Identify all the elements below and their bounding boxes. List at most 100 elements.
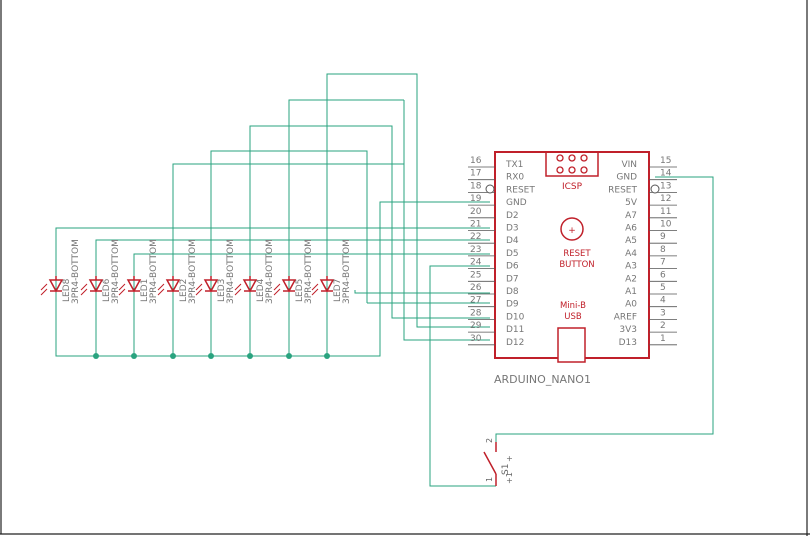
pin-number: 28 bbox=[470, 308, 482, 318]
pin-number: 14 bbox=[660, 169, 672, 179]
pin-label: RESET bbox=[608, 185, 637, 195]
pin-label: A1 bbox=[625, 287, 637, 297]
icsp-label: ICSP bbox=[562, 182, 583, 192]
junction-dot bbox=[286, 353, 292, 359]
usb-label-2: USB bbox=[564, 312, 582, 322]
pin-label: D12 bbox=[506, 338, 524, 348]
pin-number: 6 bbox=[660, 270, 666, 280]
junction-dot bbox=[170, 353, 176, 359]
led-led6[interactable]: LED6 3PR4-BOTTOM bbox=[80, 239, 121, 304]
led-emission-arrows-icon bbox=[195, 283, 203, 296]
pin-label: A7 bbox=[625, 211, 637, 221]
pin-number: 30 bbox=[470, 334, 482, 344]
usb-label-1: Mini-B bbox=[560, 301, 586, 311]
reset-button-label-2: BUTTON bbox=[559, 260, 594, 270]
switch-pin-plus1: +1 bbox=[505, 472, 514, 484]
pin-label: A0 bbox=[625, 300, 637, 310]
pin-number: 7 bbox=[660, 258, 666, 268]
switch-s1[interactable]: S1 2 1 + +1 bbox=[483, 438, 514, 486]
pin-label: AREF bbox=[614, 312, 637, 322]
pin-label: A5 bbox=[625, 236, 637, 246]
pin-number: 5 bbox=[660, 283, 666, 293]
reset-button-plus: + bbox=[568, 226, 576, 236]
pin-label: 3V3 bbox=[619, 325, 637, 335]
led-led2[interactable]: LED2 3PR4-BOTTOM bbox=[157, 239, 198, 304]
led-led8[interactable]: LED8 3PR4-BOTTOM bbox=[40, 239, 81, 304]
wire-d12 bbox=[172, 163, 490, 341]
wires bbox=[55, 73, 714, 487]
pin-label: D10 bbox=[506, 312, 525, 322]
reset-button-icon[interactable] bbox=[560, 217, 584, 241]
led-led1[interactable]: LED1 3PR4-BOTTOM bbox=[118, 239, 159, 304]
led-emission-arrows-icon bbox=[118, 283, 126, 296]
led-name: LED5 bbox=[295, 279, 305, 302]
led-name: LED8 bbox=[62, 278, 72, 302]
pin-number: 20 bbox=[470, 207, 482, 217]
pin-label: VIN bbox=[621, 160, 637, 170]
pin-label: D9 bbox=[506, 300, 519, 310]
pin-label: D8 bbox=[506, 287, 519, 297]
pin-number: 19 bbox=[470, 194, 482, 204]
pin-number: 29 bbox=[470, 321, 482, 331]
wire-d8 bbox=[326, 73, 490, 328]
junction-dot bbox=[247, 353, 253, 359]
led-led3[interactable]: LED3 3PR4-BOTTOM bbox=[195, 239, 236, 304]
pin-number: 18 bbox=[470, 181, 482, 191]
led-name: LED2 bbox=[179, 279, 189, 302]
led-led4[interactable]: LED4 3PR4-BOTTOM bbox=[234, 239, 275, 304]
pin-label: D2 bbox=[506, 211, 519, 221]
pin-number: 1 bbox=[660, 334, 666, 344]
pin-number: 11 bbox=[660, 207, 671, 217]
junction-dot bbox=[131, 353, 137, 359]
reset-pin-18-marker bbox=[485, 184, 495, 194]
pin-number: 9 bbox=[660, 232, 666, 242]
switch-pin-1: 1 bbox=[485, 477, 494, 482]
led-led7[interactable]: LED7 3PR4-BOTTOM bbox=[311, 239, 352, 304]
switch-name: S1 bbox=[501, 464, 511, 475]
wire-d10 bbox=[249, 125, 490, 319]
led-name: LED1 bbox=[140, 279, 150, 302]
wire-d3 bbox=[55, 227, 490, 290]
pin-label: TX1 bbox=[505, 160, 523, 170]
junction-dots bbox=[93, 353, 330, 359]
reset-button-label-1: RESET bbox=[563, 249, 591, 259]
switch-lever[interactable] bbox=[483, 451, 497, 475]
pin-number: 23 bbox=[470, 245, 481, 255]
usb-connector bbox=[557, 327, 586, 363]
pin-number: 10 bbox=[660, 220, 672, 230]
led-name: LED7 bbox=[333, 279, 343, 302]
led-package: 3PR4-BOTTOM bbox=[188, 239, 198, 304]
switch-pin-2: 2 bbox=[485, 438, 494, 443]
pin-number: 8 bbox=[660, 245, 666, 255]
junction-dot bbox=[93, 353, 99, 359]
wire-d4 bbox=[95, 239, 490, 290]
pin-label: D5 bbox=[506, 249, 519, 259]
arduino-name: ARDUINO_NANO1 bbox=[494, 373, 591, 386]
pin-label: D3 bbox=[506, 224, 519, 234]
pin-label: D13 bbox=[619, 338, 637, 348]
icsp-header bbox=[545, 151, 599, 177]
pin-number: 16 bbox=[470, 156, 482, 166]
led-name: LED4 bbox=[256, 278, 266, 302]
wire-gnd-switch bbox=[495, 176, 714, 452]
led-package: 3PR4-BOTTOM bbox=[265, 239, 275, 304]
pin-number: 15 bbox=[660, 156, 671, 166]
wire-d6-switch bbox=[429, 265, 496, 487]
junction-dot bbox=[208, 353, 214, 359]
pin-number: 2 bbox=[660, 321, 666, 331]
arduino-nano[interactable]: ICSP + RESET BUTTON Mini-B USB 16 TX1 1 7 RX… bbox=[468, 151, 677, 386]
led-led5[interactable]: LED5 3PR4-BOTTOM bbox=[273, 239, 314, 304]
pin-number: 3 bbox=[660, 308, 666, 318]
pin-number: 13 bbox=[660, 181, 671, 191]
pin-label: A4 bbox=[625, 249, 637, 259]
switch-pin-plus: + bbox=[505, 455, 514, 462]
pin-label: A6 bbox=[625, 224, 637, 234]
pin-label: D7 bbox=[506, 274, 519, 284]
pin-number: 12 bbox=[660, 194, 671, 204]
led-name: LED3 bbox=[217, 279, 227, 302]
led-emission-arrows-icon bbox=[40, 283, 48, 296]
pin-label: RX0 bbox=[506, 173, 524, 183]
led-emission-arrows-icon bbox=[234, 283, 242, 296]
junction-dot bbox=[324, 353, 330, 359]
